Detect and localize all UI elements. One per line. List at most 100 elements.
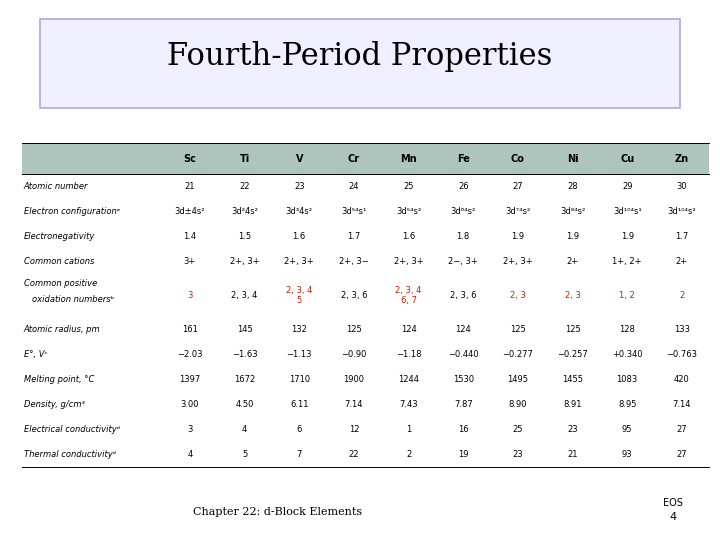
Text: 28: 28 (567, 182, 578, 191)
Text: 3d⁶⁴s²: 3d⁶⁴s² (451, 207, 476, 216)
Text: 2+, 3−: 2+, 3− (339, 257, 369, 266)
Text: Common cations: Common cations (24, 257, 94, 266)
Text: Electrical conductivityᵈ: Electrical conductivityᵈ (24, 425, 120, 434)
Text: Mn: Mn (400, 153, 417, 164)
Text: 1.8: 1.8 (456, 232, 470, 241)
Text: 5: 5 (242, 450, 247, 459)
Text: 124: 124 (400, 325, 416, 334)
Text: 7.87: 7.87 (454, 400, 472, 409)
Text: 22: 22 (348, 450, 359, 459)
Text: 132: 132 (292, 325, 307, 334)
Text: Cr: Cr (348, 153, 360, 164)
Text: 2, 3, 4
6, 7: 2, 3, 4 6, 7 (395, 286, 422, 305)
Text: 2, 3: 2, 3 (564, 291, 580, 300)
Text: Co: Co (511, 153, 525, 164)
Text: 2−, 3+: 2−, 3+ (449, 257, 478, 266)
Text: 27: 27 (677, 425, 687, 434)
Text: Electronegativity: Electronegativity (24, 232, 95, 241)
Text: 124: 124 (455, 325, 471, 334)
Text: 30: 30 (677, 182, 687, 191)
Text: +0.340: +0.340 (612, 350, 642, 359)
Text: 1.9: 1.9 (511, 232, 524, 241)
Text: 2, 3, 6: 2, 3, 6 (341, 291, 367, 300)
Text: 23: 23 (513, 450, 523, 459)
Text: −0.257: −0.257 (557, 350, 588, 359)
Text: 1.6: 1.6 (292, 232, 306, 241)
Text: 3: 3 (187, 425, 192, 434)
Text: Melting point, °C: Melting point, °C (24, 375, 94, 384)
Text: 4: 4 (242, 425, 247, 434)
Text: 3.00: 3.00 (181, 400, 199, 409)
Text: Atomic number: Atomic number (24, 182, 89, 191)
Text: 22: 22 (239, 182, 250, 191)
Text: 25: 25 (513, 425, 523, 434)
Text: 1455: 1455 (562, 375, 583, 384)
Text: Ti: Ti (240, 153, 250, 164)
Text: −1.63: −1.63 (232, 350, 257, 359)
Text: Cu: Cu (620, 153, 634, 164)
Text: E°, Vᶜ: E°, Vᶜ (24, 350, 48, 359)
Text: Density, g/cm³: Density, g/cm³ (24, 400, 85, 409)
Text: 3+: 3+ (184, 257, 196, 266)
Text: 1.9: 1.9 (621, 232, 634, 241)
Text: 1.6: 1.6 (402, 232, 415, 241)
Text: 2+: 2+ (676, 257, 688, 266)
Text: Fourth-Period Properties: Fourth-Period Properties (167, 41, 553, 72)
Text: 3d⁸⁴s²: 3d⁸⁴s² (560, 207, 585, 216)
Text: 2+, 3+: 2+, 3+ (503, 257, 533, 266)
Text: 4: 4 (670, 512, 677, 522)
Text: −0.440: −0.440 (448, 350, 479, 359)
Text: Electron configurationᵃ: Electron configurationᵃ (24, 207, 120, 216)
Text: 128: 128 (619, 325, 635, 334)
Text: 145: 145 (237, 325, 253, 334)
Text: 24: 24 (348, 182, 359, 191)
Text: 2: 2 (406, 450, 411, 459)
Text: Sc: Sc (184, 153, 197, 164)
Text: 2, 3: 2, 3 (510, 291, 526, 300)
Text: 2, 3, 4: 2, 3, 4 (231, 291, 258, 300)
Text: 21: 21 (567, 450, 577, 459)
Text: 3d¹⁰⁴s¹: 3d¹⁰⁴s¹ (613, 207, 642, 216)
Text: 1397: 1397 (179, 375, 200, 384)
Text: 27: 27 (677, 450, 687, 459)
Text: 1900: 1900 (343, 375, 364, 384)
Text: 1: 1 (406, 425, 411, 434)
Text: 4: 4 (187, 450, 192, 459)
Text: 3d±4s²: 3d±4s² (175, 207, 205, 216)
Text: 23: 23 (294, 182, 305, 191)
Text: 1710: 1710 (289, 375, 310, 384)
Text: 3d¹⁰⁴s²: 3d¹⁰⁴s² (667, 207, 696, 216)
Text: 19: 19 (458, 450, 469, 459)
Text: 1083: 1083 (616, 375, 638, 384)
Text: Atomic radius, pm: Atomic radius, pm (24, 325, 100, 334)
Text: 29: 29 (622, 182, 632, 191)
Text: V: V (295, 153, 303, 164)
Text: 1244: 1244 (398, 375, 419, 384)
Text: Thermal conductivityᵈ: Thermal conductivityᵈ (24, 450, 116, 459)
Text: 1672: 1672 (234, 375, 255, 384)
Text: −0.763: −0.763 (667, 350, 698, 359)
Text: 1+, 2+: 1+, 2+ (613, 257, 642, 266)
Text: oxidation numbersᵇ: oxidation numbersᵇ (32, 295, 114, 305)
Text: 125: 125 (346, 325, 361, 334)
Text: 1.9: 1.9 (566, 232, 579, 241)
Text: 125: 125 (564, 325, 580, 334)
Text: 7.14: 7.14 (345, 400, 363, 409)
Text: 2, 3, 4
5: 2, 3, 4 5 (286, 286, 312, 305)
Text: 16: 16 (458, 425, 469, 434)
Text: Zn: Zn (675, 153, 689, 164)
Text: 1.7: 1.7 (675, 232, 688, 241)
Text: Common positive: Common positive (24, 279, 97, 288)
Text: 8.90: 8.90 (508, 400, 527, 409)
Text: 21: 21 (184, 182, 195, 191)
Text: 1530: 1530 (453, 375, 474, 384)
Text: 1495: 1495 (508, 375, 528, 384)
Text: 26: 26 (458, 182, 469, 191)
Text: 2+, 3+: 2+, 3+ (230, 257, 259, 266)
Text: 133: 133 (674, 325, 690, 334)
Text: 2, 3, 6: 2, 3, 6 (450, 291, 477, 300)
Text: −0.277: −0.277 (503, 350, 534, 359)
Text: Ni: Ni (567, 153, 578, 164)
Text: 2+: 2+ (567, 257, 579, 266)
Text: Chapter 22: d-Block Elements: Chapter 22: d-Block Elements (193, 507, 361, 517)
